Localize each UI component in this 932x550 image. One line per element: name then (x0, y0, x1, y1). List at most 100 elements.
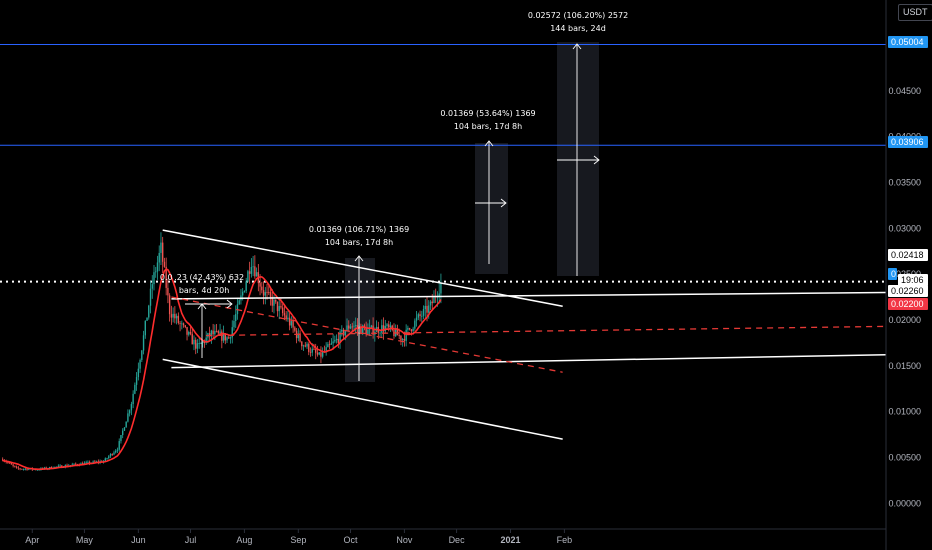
candle-body (75, 463, 77, 465)
price-badge-label: 0.02200 (891, 299, 924, 309)
candle-body (294, 327, 296, 331)
candle-body (19, 468, 21, 470)
candle-body (348, 325, 350, 329)
candle-body (71, 464, 73, 466)
candle-body (198, 343, 200, 344)
candle-body (94, 461, 96, 463)
candle-body (266, 292, 268, 293)
candle-body (316, 352, 319, 355)
y-tick-label: 0.00000 (888, 498, 921, 508)
candle-body (158, 252, 160, 263)
solid-trendline (162, 229, 563, 307)
candle-body (28, 469, 30, 470)
candle-body (87, 461, 89, 463)
candle-body (168, 295, 171, 315)
candle-body (184, 325, 186, 328)
candle-body (334, 340, 336, 342)
candle-body (139, 359, 141, 369)
candle-body (108, 456, 110, 459)
candle-body (428, 305, 430, 313)
currency-selector[interactable]: USDT (898, 4, 932, 21)
candle-body (111, 453, 113, 455)
y-tick-label: 0.00500 (888, 452, 921, 462)
annotation-4-line2: bars, 4d 20h (175, 286, 230, 295)
candle-body (320, 352, 322, 357)
candle-body (382, 325, 385, 332)
candle-body (57, 465, 60, 467)
candle-body (433, 296, 435, 304)
candle-body (426, 305, 428, 313)
candle-body (278, 306, 280, 312)
candle-body (179, 322, 181, 324)
price-badge (888, 268, 897, 280)
price-badge (888, 249, 928, 261)
candle-body (309, 351, 312, 353)
candle-body (144, 320, 146, 336)
y-tick-label: 0.03500 (888, 177, 921, 187)
candle-body (15, 466, 18, 468)
candle-body (17, 467, 20, 469)
candle-body (2, 459, 4, 461)
candle-body (118, 441, 120, 450)
candle-body (287, 317, 289, 320)
candle-body (327, 344, 329, 348)
candle-body (109, 453, 112, 457)
x-tick-label: Jul (185, 535, 197, 545)
measure-annotations: 0.02572 (106.20%) 2572 144 bars, 24d 0.0… (160, 11, 628, 295)
candle-body (36, 469, 39, 471)
x-axis-ticks: Apr May Jun Jul Aug Sep Oct Nov Dec 2021 Feb (25, 529, 572, 545)
y-tick-label: 0.01500 (888, 361, 921, 371)
candle-body (221, 331, 223, 341)
candle-body (337, 338, 340, 343)
candle-body (400, 335, 402, 341)
candle-body (231, 327, 233, 338)
candle-body (355, 325, 357, 326)
candle-body (177, 315, 180, 323)
candle-body (360, 326, 362, 334)
arrow-head (500, 198, 507, 208)
x-tick-label: Jun (131, 535, 146, 545)
candle-body (217, 330, 220, 334)
candle-body (163, 261, 166, 267)
candle-body (247, 271, 249, 282)
measure-shade (557, 42, 599, 276)
candle-body (73, 463, 75, 465)
candle-body (24, 468, 27, 470)
candle-body (407, 327, 409, 330)
candle-body (424, 305, 426, 310)
candle-body (328, 344, 331, 345)
candle-body (141, 350, 143, 360)
x-tick-label: Dec (449, 535, 466, 545)
candle-body (188, 332, 190, 335)
candle-body (306, 343, 308, 347)
moving-average (2, 268, 442, 471)
candle-body (149, 288, 152, 306)
candle-body (174, 313, 176, 319)
candle-body (208, 333, 211, 337)
x-tick-label: Aug (236, 535, 252, 545)
candle-body (48, 466, 51, 469)
candle-body (215, 330, 218, 332)
price-badge (888, 285, 928, 297)
candle-body (212, 330, 214, 335)
price-badge (898, 274, 928, 286)
candle-body (148, 305, 150, 318)
candle-body (113, 452, 115, 455)
dashed-trendline (171, 296, 563, 373)
candle-body (417, 314, 420, 318)
candle-body (269, 292, 272, 298)
arrow-head (572, 43, 582, 50)
measure-arrows (185, 43, 600, 381)
annotation-1-line2: 144 bars, 24d (550, 24, 606, 33)
price-badge-label: 0.03906 (891, 137, 924, 147)
x-tick-label: Oct (343, 535, 358, 545)
candle-body (349, 326, 352, 329)
candle-body (132, 393, 134, 405)
annotation-4-line1: 0.0 .23 (42.43%) 632 (160, 273, 244, 282)
candle-body (262, 290, 265, 296)
candle-body (335, 338, 338, 341)
candle-body (302, 345, 305, 347)
candle-body (264, 292, 266, 296)
